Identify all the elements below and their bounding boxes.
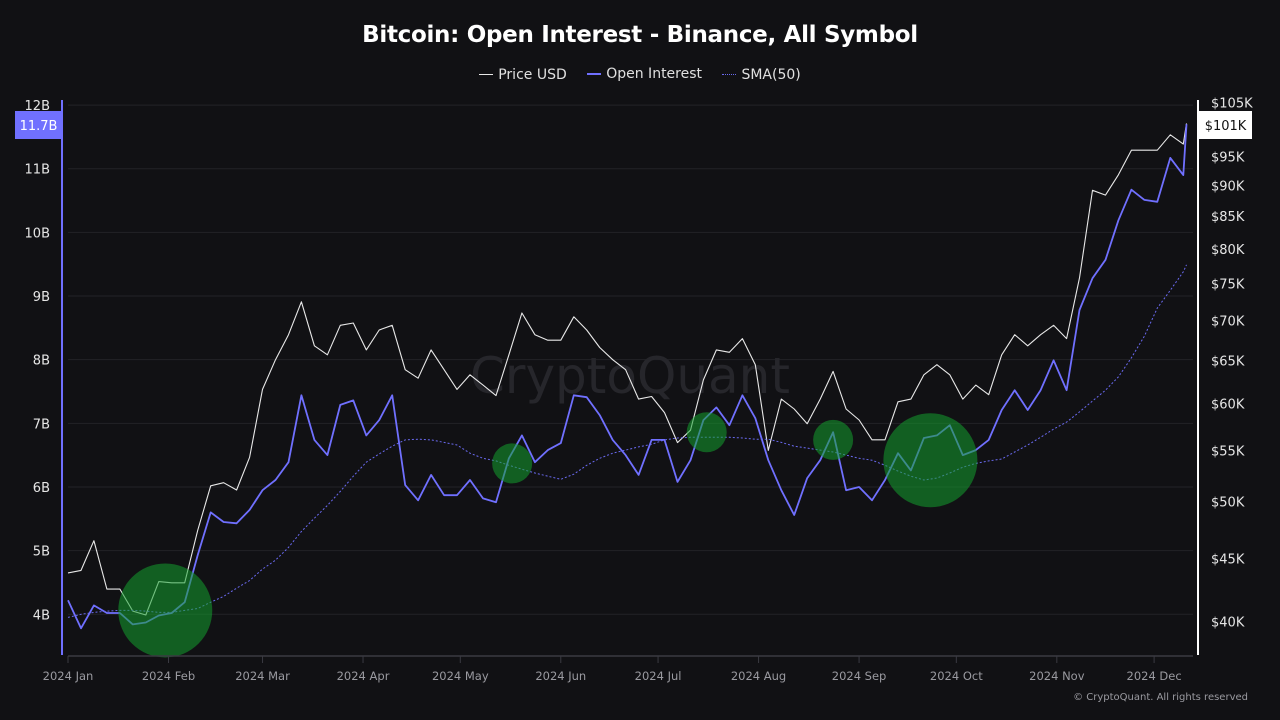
right-tick-label: $95K (1211, 150, 1245, 165)
left-tick-label: 7B (33, 417, 50, 432)
copyright: © CryptoQuant. All rights reserved (1073, 692, 1248, 703)
x-tick-label: 2024 Apr (337, 669, 390, 683)
x-tick-label: 2024 Sep (832, 669, 887, 683)
left-tick-label: 4B (33, 608, 50, 623)
highlight-circle (492, 443, 533, 484)
left-tick-label: 6B (33, 481, 50, 496)
legend-swatch-sma (722, 74, 737, 75)
legend-label-open-interest: Open Interest (606, 66, 703, 82)
legend-item-open-interest[interactable]: Open Interest (587, 66, 702, 82)
right-tick-label: $80K (1211, 243, 1245, 258)
left-axis-ticks: 4B 5B 6B 7B 8B 9B 10B 11B 12B (25, 99, 50, 623)
right-tick-label: $70K (1211, 315, 1245, 330)
x-tick-label: 2024 Jun (535, 669, 586, 683)
sma-line (67, 264, 1187, 618)
left-tick-label: 11B (25, 163, 50, 178)
x-axis-ticks: 2024 Jan 2024 Feb 2024 Mar 2024 Apr 2024 May… (43, 669, 1182, 683)
legend-swatch-open-interest (587, 73, 602, 75)
x-tick-label: 2024 Nov (1029, 669, 1085, 683)
highlight-circle (813, 419, 854, 460)
right-tick-label: $85K (1211, 210, 1245, 225)
legend-label-price: Price USD (498, 66, 567, 83)
highlight-circle (883, 413, 978, 508)
left-tick-label: 5B (33, 545, 50, 560)
legend-label-sma: SMA(50) (741, 66, 801, 83)
x-tick-label: 2024 Jul (635, 669, 682, 683)
x-tick-label: 2024 Oct (930, 669, 983, 683)
x-tick-label: 2024 Aug (731, 669, 786, 683)
highlight-circle (686, 412, 727, 453)
right-tick-label: $50K (1211, 496, 1245, 511)
legend-swatch-price (479, 74, 494, 75)
right-tick-label: $40K (1211, 616, 1245, 631)
oi-current-badge (15, 111, 62, 139)
legend-item-sma[interactable]: SMA(50) (722, 66, 801, 83)
left-tick-label: 9B (33, 290, 50, 305)
watermark: CryptoQuant (470, 347, 790, 405)
left-tick-label: 10B (25, 226, 50, 241)
open-interest-line (67, 124, 1188, 630)
right-tick-label: $105K (1211, 97, 1253, 112)
highlight-circles (118, 412, 978, 658)
right-tick-label: $90K (1211, 179, 1245, 194)
chart-title: Bitcoin: Open Interest - Binance, All Sy… (362, 22, 918, 48)
axes (61, 100, 1199, 663)
left-tick-label: 8B (33, 354, 50, 369)
price-current-label: $101K (1205, 119, 1247, 134)
right-tick-label: $75K (1211, 278, 1245, 293)
right-tick-label: $60K (1211, 398, 1245, 413)
right-tick-label: $55K (1211, 444, 1245, 459)
legend-item-price[interactable]: Price USD (479, 67, 567, 83)
right-tick-label: $45K (1211, 552, 1245, 567)
left-tick-label: 12B (25, 99, 50, 114)
x-tick-label: 2024 Mar (235, 669, 290, 683)
price-current-badge (1199, 111, 1252, 139)
price-line (67, 123, 1188, 616)
legend: Price USD Open Interest SMA(50) (0, 63, 1280, 83)
x-tick-label: 2024 Feb (142, 669, 195, 683)
x-tick-label: 2024 May (432, 669, 489, 683)
right-tick-label: $65K (1211, 355, 1245, 370)
x-tick-label: 2024 Dec (1127, 669, 1182, 683)
current-value-badges: 11.7B $101K (15, 111, 1252, 139)
gridlines (68, 104, 1193, 615)
x-tick-label: 2024 Jan (43, 669, 94, 683)
right-axis-ticks: $40K $45K $50K $55K $60K $65K $70K $75K $80K $85K… (1211, 97, 1253, 631)
highlight-circle (118, 563, 213, 658)
series-lines (67, 123, 1188, 630)
oi-current-label: 11.7B (20, 119, 58, 134)
